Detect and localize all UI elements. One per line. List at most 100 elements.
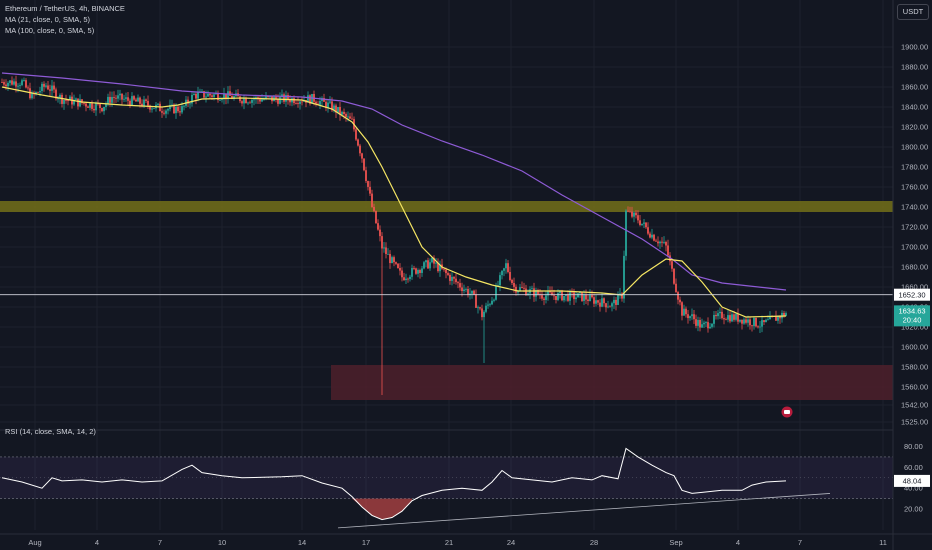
- candle-body: [359, 145, 361, 154]
- candle-body: [177, 106, 179, 112]
- candle-body: [661, 241, 663, 243]
- candle-body: [241, 101, 243, 104]
- candle-body: [609, 306, 611, 308]
- candle-body: [775, 316, 777, 321]
- candle-body: [115, 97, 117, 99]
- candle-body: [779, 316, 781, 319]
- candle-body: [75, 98, 77, 100]
- rsi-tick-label: 60.00: [904, 463, 923, 472]
- candle-body: [585, 294, 587, 300]
- price-tick-label: 1820.00: [901, 123, 928, 132]
- candle-body: [35, 92, 37, 95]
- candle-body: [729, 315, 731, 322]
- candle-body: [759, 326, 761, 328]
- alert-icon[interactable]: [781, 406, 793, 418]
- candle-body: [675, 283, 677, 293]
- candle-body: [55, 89, 57, 99]
- candle-body: [519, 287, 521, 291]
- time-axis: Aug 4 7 10 14 17 21 24 28 Sep 4 7 11: [0, 533, 932, 547]
- candle-body: [39, 91, 41, 93]
- candle-body: [233, 96, 235, 99]
- candle-body: [281, 94, 283, 97]
- candle-body: [105, 103, 107, 107]
- candle-body: [439, 264, 441, 272]
- candle-body: [223, 93, 225, 100]
- price-tick-label: 1580.00: [901, 363, 928, 372]
- candle-body: [425, 260, 427, 263]
- candle-body: [61, 94, 63, 104]
- candle-body: [13, 81, 15, 85]
- candle-body: [445, 269, 447, 274]
- candle-body: [363, 158, 365, 171]
- candle-body: [275, 96, 277, 100]
- candle-body: [561, 291, 563, 301]
- candle-body: [145, 99, 147, 101]
- candle-body: [667, 245, 669, 256]
- candle-body: [69, 96, 71, 101]
- candle-body: [193, 93, 195, 95]
- currency-button[interactable]: USDT: [897, 4, 929, 20]
- candle-body: [97, 103, 99, 105]
- candle-body: [329, 101, 331, 103]
- candle-body: [785, 313, 787, 316]
- candle-body: [367, 181, 369, 187]
- candle-body: [371, 193, 373, 207]
- candle-body: [739, 319, 741, 322]
- candle-body: [253, 99, 255, 101]
- candle-body: [249, 102, 251, 104]
- candle-body: [643, 222, 645, 224]
- price-tick-label: 1525.00: [901, 418, 928, 427]
- candle-body: [691, 314, 693, 317]
- candle-body: [575, 297, 577, 300]
- candle-body: [197, 92, 199, 99]
- candle-body: [81, 99, 83, 104]
- candle-body: [377, 223, 379, 230]
- candle-body: [205, 96, 207, 98]
- candle-body: [637, 215, 639, 221]
- time-tick-label: 21: [445, 538, 453, 547]
- candle-body: [151, 108, 153, 110]
- rsi-pane: [0, 429, 893, 529]
- candle-body: [453, 276, 455, 279]
- candle-body: [57, 98, 59, 100]
- candle-body: [125, 97, 127, 99]
- candle-body: [189, 103, 191, 105]
- candle-body: [743, 319, 745, 324]
- candle-body: [399, 268, 401, 271]
- candle-body: [403, 277, 405, 281]
- candle-body: [227, 91, 229, 100]
- candle-body: [149, 105, 151, 110]
- candle-body: [493, 299, 495, 301]
- candle-body: [657, 241, 659, 244]
- price-tick-label: 1740.00: [901, 203, 928, 212]
- candle-body: [459, 283, 461, 288]
- candle-body: [9, 80, 11, 83]
- candle-body: [369, 186, 371, 194]
- price-zones: [0, 201, 893, 400]
- candle-body: [187, 99, 189, 104]
- candle-body: [59, 94, 61, 99]
- candle-body: [417, 270, 419, 274]
- ma100-line-group: [1, 72, 787, 291]
- candle-body: [383, 247, 385, 249]
- candle-body: [457, 282, 459, 284]
- candle-body: [343, 111, 345, 114]
- candle-body: [491, 300, 493, 305]
- candle-body: [711, 323, 713, 327]
- candle-body: [617, 294, 619, 305]
- candle-body: [45, 85, 47, 87]
- candle-body: [527, 293, 529, 296]
- candle-body: [653, 234, 655, 241]
- candle-body: [131, 96, 133, 106]
- candle-body: [323, 98, 325, 102]
- candle-body: [765, 319, 767, 323]
- candle-body: [565, 294, 567, 297]
- candle-body: [481, 308, 483, 318]
- rsi-value-badge: 48.04: [903, 477, 922, 486]
- candle-body: [431, 257, 433, 263]
- candle-body: [485, 305, 487, 312]
- price-tick-label: 1860.00: [901, 83, 928, 92]
- candle-body: [545, 295, 547, 300]
- candle-body: [15, 81, 17, 87]
